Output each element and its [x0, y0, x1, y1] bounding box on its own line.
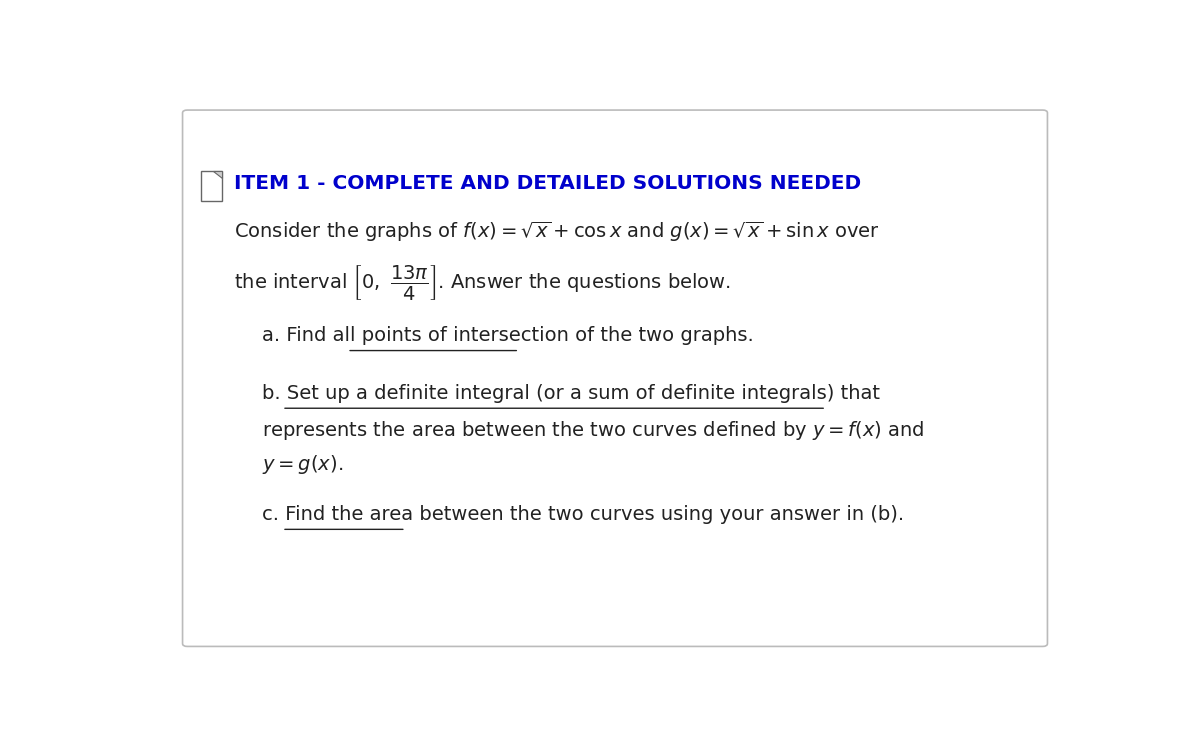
Text: ITEM 1 - COMPLETE AND DETAILED SOLUTIONS NEEDED: ITEM 1 - COMPLETE AND DETAILED SOLUTIONS… [234, 174, 860, 192]
Text: a. Find all points of intersection of the two graphs.: a. Find all points of intersection of th… [262, 327, 754, 345]
FancyBboxPatch shape [202, 172, 222, 201]
Text: c. Find the area between the two curves using your answer in (b).: c. Find the area between the two curves … [262, 505, 904, 524]
Text: $y = g(x).$: $y = g(x).$ [262, 453, 343, 476]
Text: the interval $\left[0,\ \dfrac{13\pi}{4}\right]$. Answer the questions below.: the interval $\left[0,\ \dfrac{13\pi}{4}… [234, 263, 731, 302]
Text: represents the area between the two curves defined by $y = f(x)$ and: represents the area between the two curv… [262, 419, 924, 442]
Polygon shape [214, 172, 222, 178]
Text: b. Set up a definite integral (or a sum of definite integrals) that: b. Set up a definite integral (or a sum … [262, 384, 880, 403]
FancyBboxPatch shape [182, 110, 1048, 646]
Text: Consider the graphs of $f(x) = \sqrt{x} + \cos x$ and $g(x) = \sqrt{x} + \sin x$: Consider the graphs of $f(x) = \sqrt{x} … [234, 219, 880, 244]
